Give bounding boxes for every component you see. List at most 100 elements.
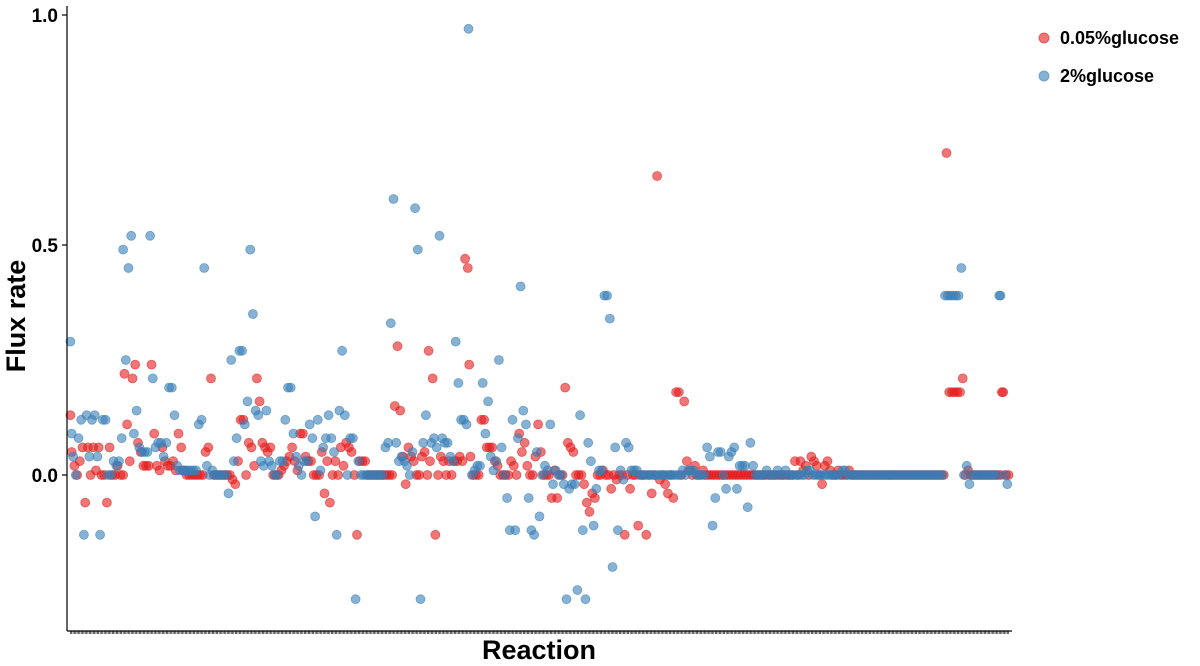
data-point xyxy=(521,419,531,430)
data-point xyxy=(302,456,312,467)
data-point xyxy=(548,479,558,490)
data-point xyxy=(527,470,538,480)
data-point xyxy=(407,447,418,457)
data-point xyxy=(146,359,157,370)
data-point xyxy=(169,410,180,421)
data-point xyxy=(249,460,260,471)
data-point xyxy=(427,373,438,384)
data-point xyxy=(70,470,81,480)
data-point xyxy=(496,442,507,453)
data-point xyxy=(511,470,522,480)
data-point xyxy=(515,281,526,292)
data-point xyxy=(145,230,156,241)
data-point xyxy=(699,470,710,480)
data-point xyxy=(545,419,556,430)
data-point xyxy=(491,456,502,467)
data-point xyxy=(245,244,256,255)
data-point xyxy=(748,460,758,471)
data-point xyxy=(434,230,445,241)
data-point xyxy=(242,396,253,407)
data-point xyxy=(228,456,239,467)
y-tick-label: 1.0 xyxy=(32,6,58,27)
data-point xyxy=(462,263,473,273)
data-point xyxy=(353,456,364,467)
data-point xyxy=(682,456,692,467)
data-point xyxy=(291,451,302,462)
data-point xyxy=(161,437,172,448)
data-point xyxy=(955,387,965,398)
series-1 xyxy=(65,148,1014,540)
data-point xyxy=(477,378,488,388)
data-point xyxy=(166,382,177,393)
data-point xyxy=(118,244,128,255)
data-point xyxy=(315,465,326,476)
data-point xyxy=(410,203,421,214)
data-point xyxy=(400,479,411,490)
data-point xyxy=(822,456,833,467)
data-point xyxy=(154,465,165,476)
data-point xyxy=(668,493,679,503)
data-point xyxy=(285,382,296,393)
data-point xyxy=(590,493,600,503)
data-point xyxy=(412,244,423,255)
data-point xyxy=(95,529,105,540)
data-point xyxy=(961,460,972,471)
data-point xyxy=(223,488,234,499)
data-point xyxy=(176,442,187,453)
data-point xyxy=(231,433,242,444)
data-point xyxy=(641,529,652,540)
data-point xyxy=(191,465,202,476)
data-point xyxy=(422,470,433,480)
data-point xyxy=(89,410,100,421)
data-point xyxy=(118,470,128,480)
data-point xyxy=(266,460,277,471)
data-point xyxy=(588,520,599,531)
data-point xyxy=(742,502,753,513)
data-point xyxy=(623,442,634,453)
data-point xyxy=(488,465,499,476)
data-point xyxy=(158,451,169,462)
data-point xyxy=(404,470,415,480)
data-point xyxy=(350,594,361,605)
data-point xyxy=(507,414,518,425)
data-point xyxy=(529,529,539,540)
data-point xyxy=(84,451,95,462)
data-point xyxy=(607,562,618,572)
data-point xyxy=(346,447,357,457)
data-point xyxy=(123,263,134,273)
x-axis xyxy=(67,630,1012,634)
data-point xyxy=(673,387,684,398)
data-point xyxy=(959,470,969,480)
data-point xyxy=(999,470,1010,480)
data-point xyxy=(431,442,442,453)
data-point xyxy=(296,470,307,480)
data-point xyxy=(287,442,298,453)
data-point xyxy=(116,433,127,444)
data-point xyxy=(591,483,602,494)
data-point xyxy=(646,488,657,499)
data-point xyxy=(519,437,530,448)
data-point xyxy=(615,465,626,476)
data-point xyxy=(318,442,329,453)
data-point xyxy=(572,585,583,595)
data-point xyxy=(206,373,216,384)
data-point xyxy=(100,414,111,425)
data-point xyxy=(319,488,330,499)
data-point xyxy=(596,465,607,476)
data-point xyxy=(522,460,533,471)
data-point xyxy=(510,525,521,536)
data-point xyxy=(991,470,1002,480)
data-point xyxy=(280,414,291,425)
data-point xyxy=(995,290,1006,301)
data-point xyxy=(523,493,534,503)
data-point xyxy=(423,345,434,356)
data-point xyxy=(272,470,283,480)
data-point xyxy=(998,387,1009,398)
data-point xyxy=(937,470,948,480)
data-point xyxy=(450,336,461,347)
data-point xyxy=(1002,479,1013,490)
data-point xyxy=(173,428,184,439)
data-point xyxy=(453,378,464,388)
data-point xyxy=(729,442,740,453)
data-point xyxy=(721,483,731,494)
